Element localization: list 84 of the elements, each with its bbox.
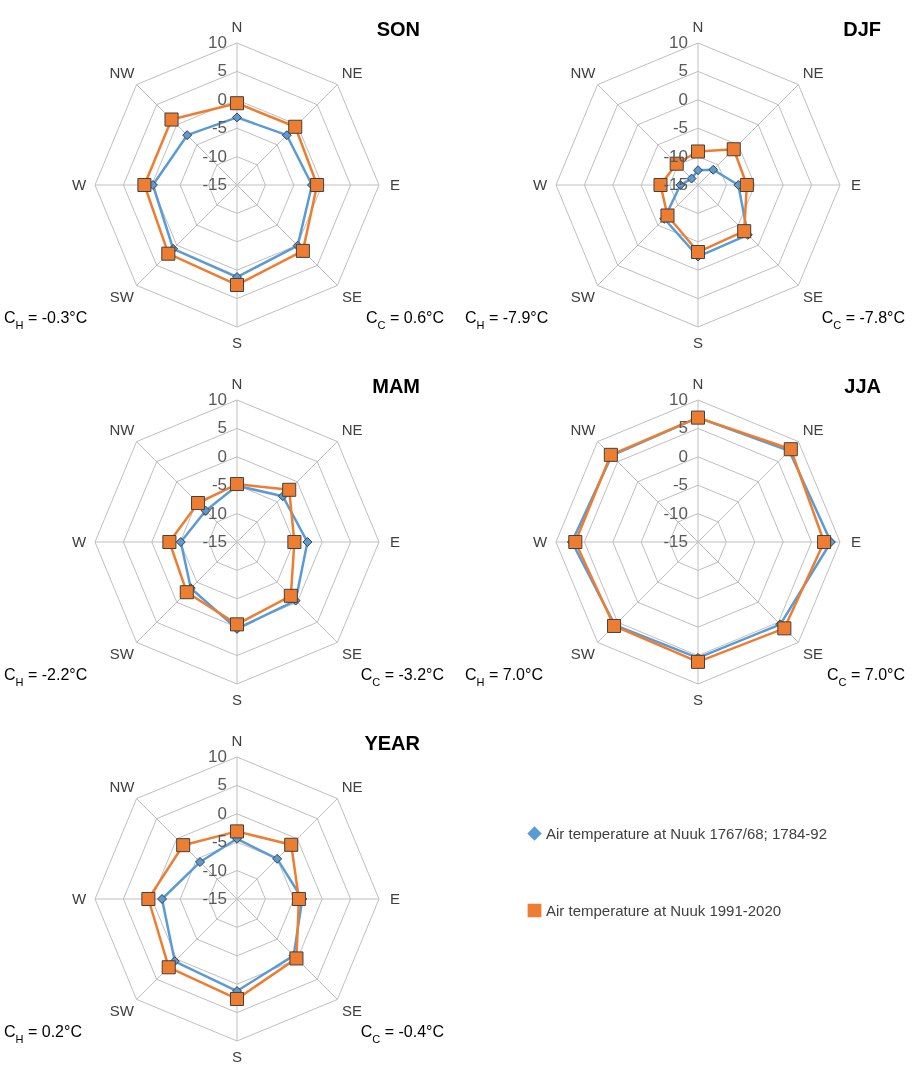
spoke-label: E — [389, 890, 401, 907]
spoke-label: W — [532, 176, 548, 193]
y-tick-label: -5 — [211, 832, 227, 852]
text: C$_{C}$ = -0.4°C — [360, 1023, 444, 1045]
spoke-label: SE — [803, 644, 824, 662]
spoke-label: S — [231, 691, 243, 708]
spoke-label: S — [231, 1048, 243, 1065]
y-tick-label: -5 — [672, 475, 688, 495]
y-tick-label: -10 — [663, 503, 688, 523]
spoke-label: NE — [341, 64, 363, 82]
y-tick-label: 0 — [217, 89, 227, 109]
spoke-label: SW — [109, 1001, 135, 1019]
y-tick-label: 10 — [669, 390, 688, 409]
spoke-label: N — [692, 375, 704, 392]
chart-title: MAM — [372, 375, 420, 397]
y-tick-label: 10 — [208, 747, 227, 766]
text: C$_{C}$ = -3.2°C — [360, 666, 444, 688]
spoke-label: SE — [342, 1001, 363, 1019]
y-tick-label: -10 — [202, 860, 227, 880]
spoke-label: W — [71, 176, 87, 193]
chart-title: JJA — [844, 375, 881, 397]
spoke-label: N — [692, 18, 704, 35]
y-tick-label: 5 — [217, 61, 227, 81]
y-tick-label: -15 — [202, 889, 227, 908]
spoke-label: W — [71, 890, 87, 907]
spoke-label: NE — [341, 778, 363, 796]
y-tick-label: 5 — [678, 61, 688, 81]
spoke-label: SW — [570, 287, 596, 305]
chart-title: SON — [376, 18, 420, 40]
spoke-label: NW — [570, 421, 597, 439]
y-tick-label: -5 — [211, 475, 227, 495]
y-tick-label: 10 — [208, 33, 227, 52]
legend-label: Air temperature at Nuuk 1767/68; 1784-92 — [546, 824, 828, 842]
text: C$_{H}$ = -7.9°C — [465, 309, 549, 331]
spoke-label: N — [231, 732, 243, 749]
y-tick-label: 10 — [208, 390, 227, 409]
y-tick-label: -5 — [672, 118, 688, 138]
y-tick-label: -10 — [202, 503, 227, 523]
spoke-label: W — [71, 533, 87, 550]
text: C$_{H}$ = 0.2°C — [4, 1023, 82, 1045]
spoke-label: S — [692, 334, 704, 351]
spoke-label: SE — [342, 644, 363, 662]
spoke-label: SE — [803, 287, 824, 305]
y-tick-label: 0 — [217, 803, 227, 823]
spoke-label: NW — [570, 64, 597, 82]
y-tick-label: 0 — [217, 446, 227, 466]
spoke-label: E — [850, 533, 862, 550]
text: C$_{C}$ = 7.0°C — [827, 666, 905, 688]
y-tick-label: -15 — [202, 175, 227, 194]
spoke-label: SW — [109, 287, 135, 305]
y-tick-label: -5 — [211, 118, 227, 138]
text: C$_{H}$ = -2.2°C — [4, 666, 88, 688]
chart-title: DJF — [843, 18, 881, 40]
spoke-label: E — [389, 176, 401, 193]
spoke-label: SE — [342, 287, 363, 305]
spoke-label: N — [231, 18, 243, 35]
y-tick-label: -15 — [202, 532, 227, 551]
spoke-label: SW — [570, 644, 596, 662]
spoke-label: NW — [109, 64, 136, 82]
spoke-label: NW — [109, 778, 136, 796]
y-tick-label: -15 — [663, 532, 688, 551]
chart-title: YEAR — [364, 732, 421, 754]
text: C$_{C}$ = -7.8°C — [821, 309, 905, 331]
spoke-label: NE — [341, 421, 363, 439]
text: C$_{C}$ = 0.6°C — [366, 309, 444, 331]
y-tick-label: 0 — [678, 89, 688, 109]
spoke-label: SW — [109, 644, 135, 662]
spoke-label: S — [231, 334, 243, 351]
text: C$_{H}$ = -0.3°C — [4, 309, 88, 331]
y-tick-label: 5 — [217, 775, 227, 795]
y-tick-label: 0 — [678, 446, 688, 466]
spoke-label: E — [389, 533, 401, 550]
spoke-label: NE — [802, 64, 824, 82]
text: C$_{H}$ = 7.0°C — [465, 666, 543, 688]
y-tick-label: 5 — [217, 418, 227, 438]
y-tick-label: -10 — [202, 146, 227, 166]
spoke-label: N — [231, 375, 243, 392]
y-tick-label: 10 — [669, 33, 688, 52]
spoke-label: NE — [802, 421, 824, 439]
spoke-label: S — [692, 691, 704, 708]
spoke-label: W — [532, 533, 548, 550]
spoke-label: NW — [109, 421, 136, 439]
spoke-label: E — [850, 176, 862, 193]
legend-label: Air temperature at Nuuk 1991-2020 — [546, 901, 782, 919]
